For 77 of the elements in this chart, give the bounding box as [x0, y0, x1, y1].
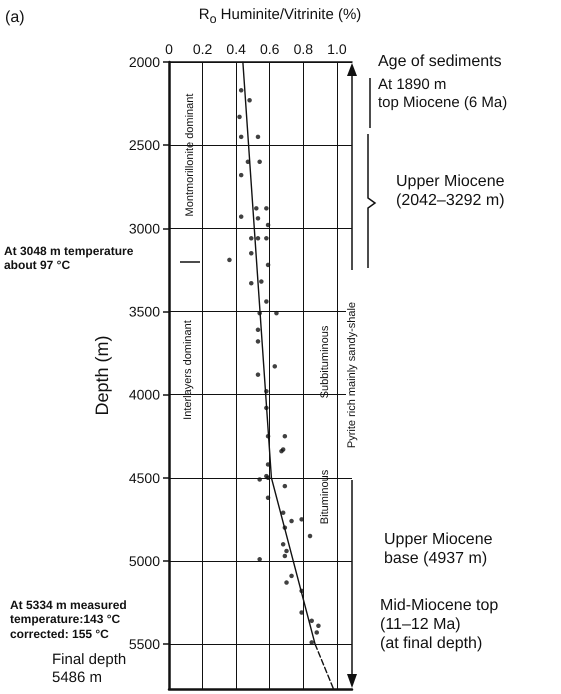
point	[282, 434, 288, 438]
point	[249, 251, 254, 256]
y-axis-title: Depth (m)	[92, 335, 112, 416]
point	[289, 574, 294, 578]
annotation: Interlayers dominant	[182, 320, 194, 420]
point	[256, 216, 260, 221]
point	[264, 236, 269, 241]
y-tick-label: 2000	[128, 54, 160, 70]
point	[238, 88, 244, 93]
point	[238, 214, 244, 219]
point	[256, 372, 260, 377]
point	[274, 310, 279, 316]
point	[254, 206, 259, 211]
y-tick-label: 5500	[128, 636, 160, 652]
y-tick-label: 3000	[128, 220, 160, 236]
point	[227, 258, 232, 262]
annotation: Montmorillonite dominant	[184, 94, 196, 216]
point	[256, 236, 260, 241]
point	[259, 279, 264, 284]
x-tick-label: 0.6	[260, 41, 280, 57]
text: Upper Miocene base (4937 m)	[384, 530, 492, 568]
point	[280, 542, 286, 547]
point	[282, 525, 288, 530]
point	[238, 172, 244, 178]
annotation: Pyrite rich mainly sandy-shale	[346, 298, 358, 452]
point	[266, 495, 270, 500]
text: Final depth 5486 m	[52, 651, 126, 687]
point	[266, 434, 270, 438]
point	[289, 518, 294, 524]
point	[256, 328, 260, 332]
point	[284, 580, 289, 585]
point	[309, 618, 314, 624]
point	[249, 236, 254, 241]
point	[257, 310, 262, 316]
text: Upper Miocene (2042–3292 m)	[396, 172, 505, 210]
y-tick-label: 4000	[128, 386, 160, 403]
text: At 1890 m top Miocene (6 Ma)	[378, 76, 508, 112]
annotation: Bituminous	[319, 470, 331, 524]
point	[264, 406, 269, 410]
point	[264, 206, 269, 211]
y-tick-label: 5000	[128, 552, 160, 569]
text: Mid-Miocene top (11–12 Ma) (at final depth)	[380, 596, 498, 654]
x-tick-label: 1.0	[327, 41, 347, 57]
point	[314, 630, 319, 635]
point	[264, 299, 269, 304]
point	[316, 624, 321, 628]
point	[284, 548, 289, 554]
text: At 3048 m temperature about 97 °C	[4, 244, 134, 273]
annotation: Subbituminous	[319, 326, 331, 398]
point	[282, 554, 288, 558]
x-tick-label: 0.2	[192, 41, 213, 57]
point	[264, 389, 269, 394]
point	[237, 114, 242, 120]
point	[280, 510, 286, 515]
x-axis-title: R$_{o}$ Huminite/Vitrinite (%)	[198, 6, 362, 27]
x-tick-label: 0.4	[226, 41, 246, 57]
text: At 5334 m measured temperature:143 °C corrected: 155 °C	[10, 598, 127, 642]
point	[266, 222, 270, 228]
y-tick-label: 3500	[128, 303, 160, 320]
point	[257, 477, 262, 482]
point	[246, 160, 250, 164]
point	[256, 339, 260, 344]
point	[257, 160, 262, 164]
point	[247, 98, 252, 102]
point	[282, 484, 288, 488]
point	[249, 280, 254, 286]
point	[266, 262, 270, 268]
point	[256, 134, 260, 140]
y-tick-label: 4500	[128, 470, 160, 486]
text: Age of sediments	[378, 52, 502, 72]
text: (a)	[5, 8, 25, 28]
point	[308, 534, 312, 538]
x-tick-label: 0	[165, 41, 174, 57]
y-tick-label: 2500	[128, 137, 160, 154]
point	[238, 134, 244, 140]
point	[272, 364, 278, 369]
x-tick-label: 0.8	[294, 41, 314, 57]
